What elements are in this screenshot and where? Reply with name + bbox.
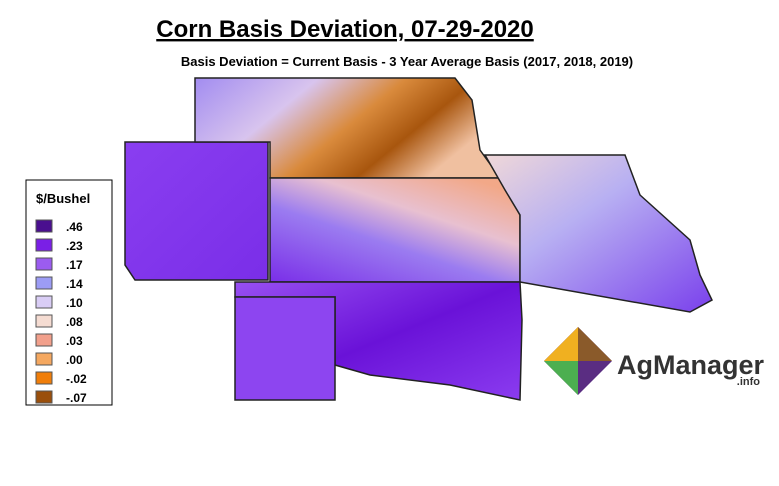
legend-title: $/Bushel: [36, 191, 90, 206]
legend: .46 .23 .17 .14 .10 .08 .03 .00 -.02 -.07: [35, 219, 87, 405]
texas-panhandle: [234, 296, 336, 401]
legend-swatch: [35, 276, 53, 290]
colorado: [124, 141, 269, 281]
legend-swatch: [35, 314, 53, 328]
map: [124, 77, 713, 401]
legend-swatch: [35, 257, 53, 271]
subtitle: Basis Deviation = Current Basis - 3 Year…: [181, 54, 633, 69]
logo-suffix: .info: [737, 376, 760, 388]
legend-label: .17: [66, 258, 83, 272]
legend-swatch: [35, 238, 53, 252]
legend-swatch: [35, 295, 53, 309]
logo-name: AgManager: [617, 350, 765, 380]
legend-swatch: [35, 333, 53, 347]
logo: AgManager .info: [544, 327, 765, 395]
legend-label: -.02: [66, 372, 87, 386]
title: Corn Basis Deviation, 07-29-2020: [156, 16, 534, 43]
legend-swatch: [35, 390, 53, 404]
legend-label: -.07: [66, 391, 87, 405]
logo-mark: [544, 361, 578, 395]
logo-mark: [544, 327, 578, 361]
legend-label: .23: [66, 239, 83, 253]
legend-label: .10: [66, 296, 83, 310]
legend-label: .03: [66, 334, 83, 348]
legend-swatch: [35, 352, 53, 366]
legend-label: .00: [66, 353, 83, 367]
legend-swatch: [35, 219, 53, 233]
legend-swatch: [35, 371, 53, 385]
legend-label: .14: [66, 277, 83, 291]
legend-label: .46: [66, 220, 83, 234]
missouri: [483, 154, 713, 313]
kansas: [269, 177, 521, 283]
logo-mark: [578, 327, 612, 361]
legend-label: .08: [66, 315, 83, 329]
legend-box: [25, 179, 113, 406]
